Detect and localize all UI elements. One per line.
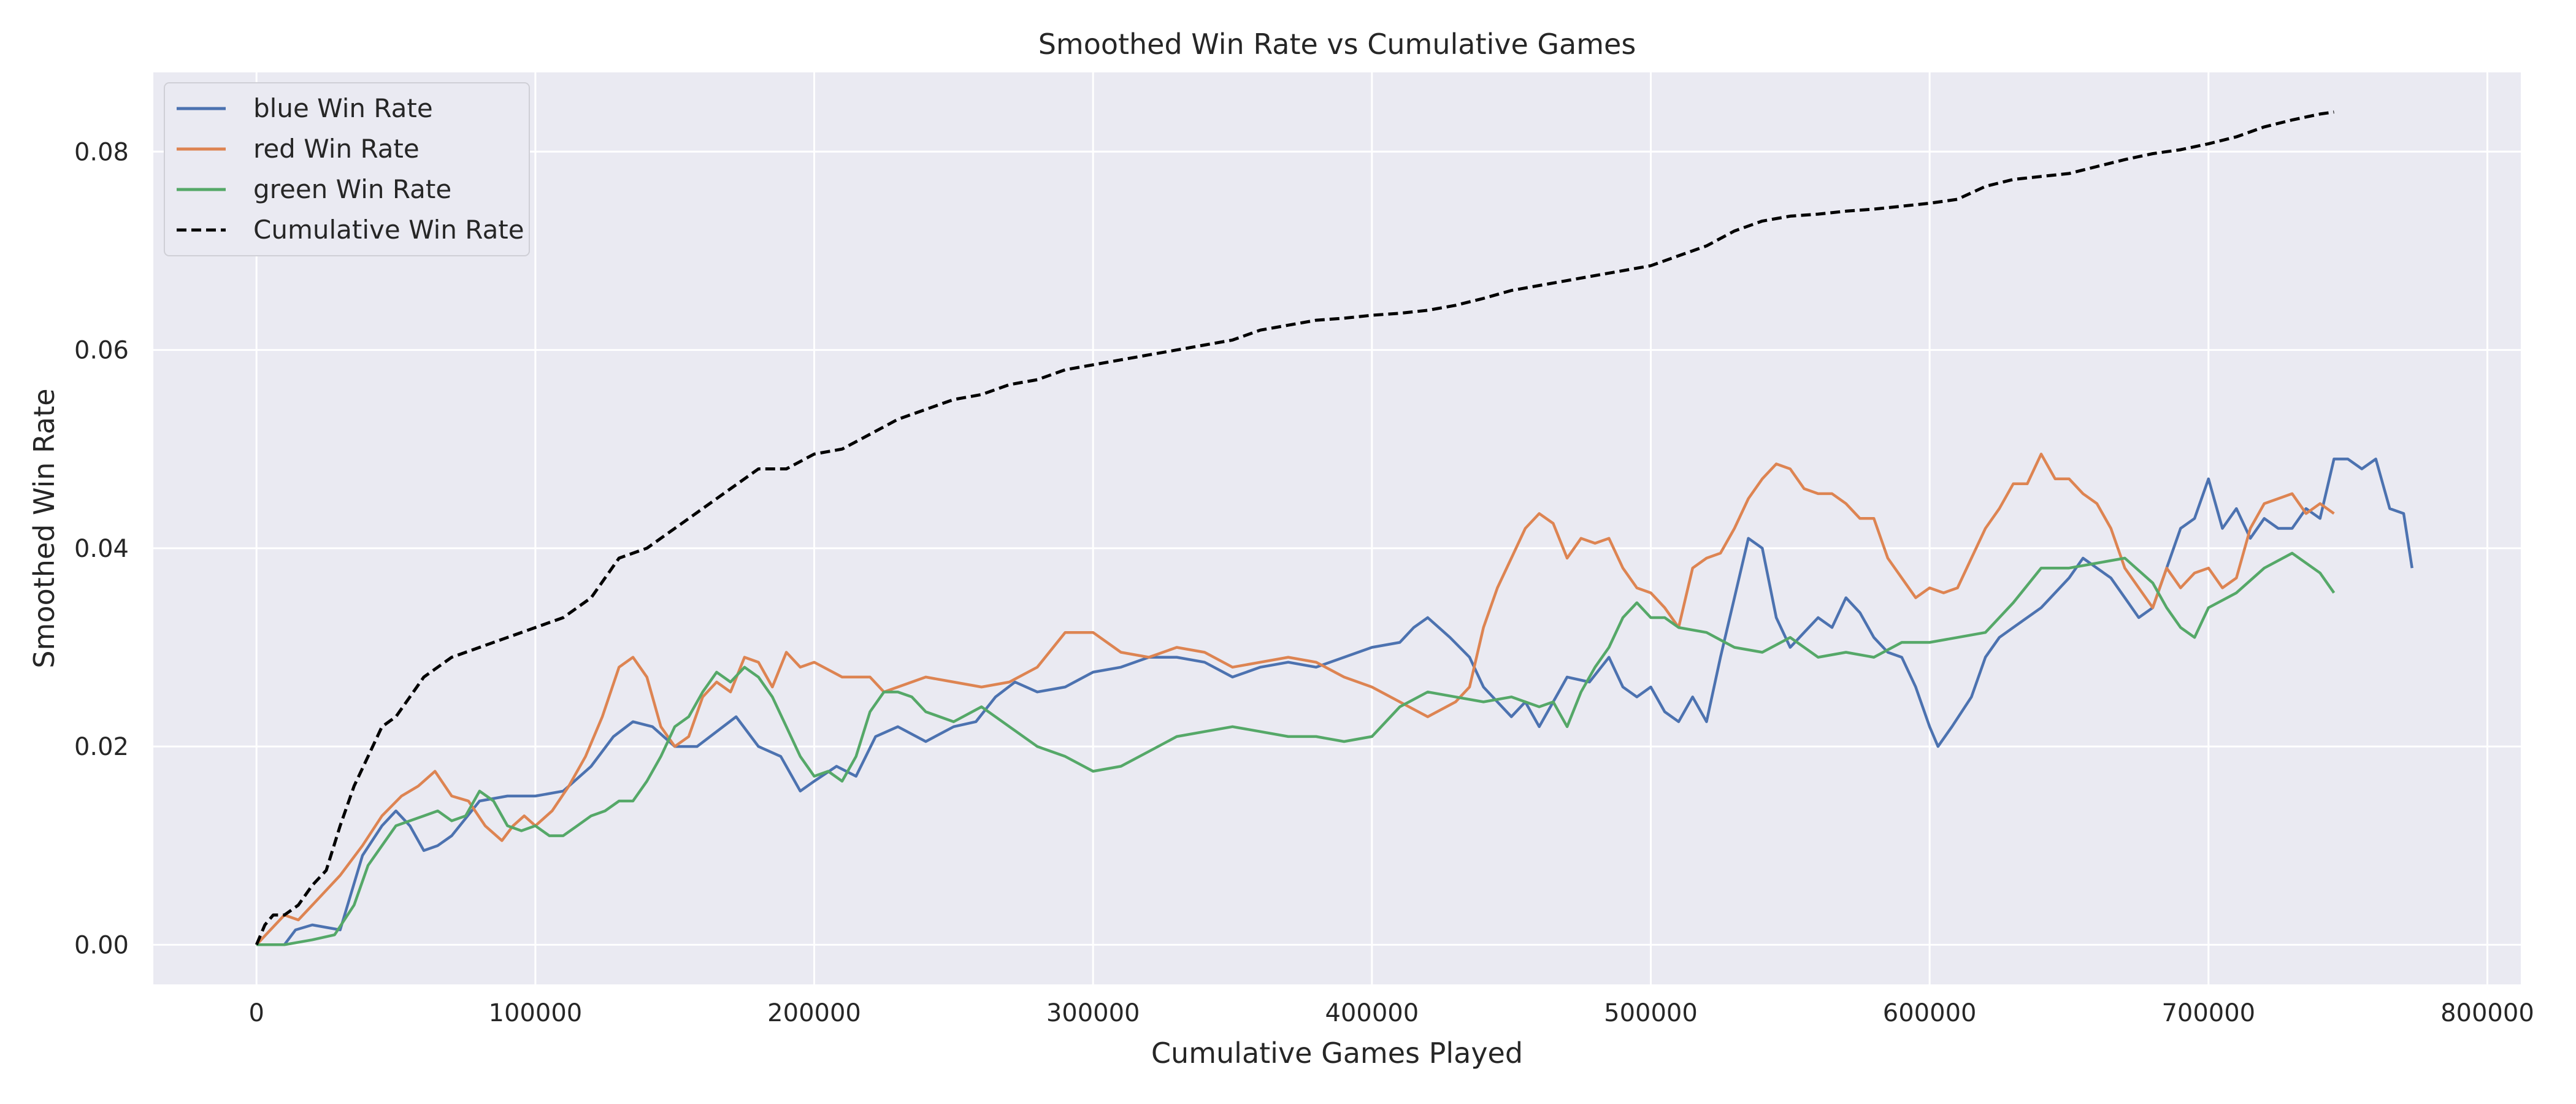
y-tick-label: 0.00 (74, 931, 129, 959)
legend-label-cumulative: Cumulative Win Rate (253, 215, 524, 245)
series-line-cumulative (255, 110, 2334, 946)
legend-label-red: red Win Rate (253, 134, 420, 164)
x-tick-label: 0 (248, 999, 264, 1027)
x-tick-label: 300000 (1046, 999, 1140, 1027)
legend-label-green: green Win Rate (253, 174, 451, 204)
x-tick-label: 400000 (1325, 999, 1419, 1027)
series-line-green (256, 551, 2336, 946)
y-tick-label: 0.04 (74, 535, 129, 563)
x-tick-label: 100000 (489, 999, 583, 1027)
x-tick-label: 800000 (2440, 999, 2534, 1027)
grid-lines (153, 72, 2521, 984)
series-line-red (255, 453, 2335, 946)
legend-label-blue: blue Win Rate (253, 93, 433, 123)
tick-labels: 0 100000 200000 300000 400000 500000 600000 700… (74, 138, 2534, 1027)
y-tick-label: 0.08 (74, 138, 129, 166)
legend-box (164, 82, 530, 256)
x-axis-title: Cumulative Games Played (1151, 1037, 1523, 1070)
series-lines (255, 110, 2413, 946)
x-tick-label: 700000 (2161, 999, 2255, 1027)
y-axis-title: Smoothed Win Rate (28, 388, 61, 668)
x-tick-label: 600000 (1883, 999, 1977, 1027)
legend: blue Win Rate red Win Rate green Win Rat… (164, 82, 530, 256)
y-tick-label: 0.02 (74, 733, 129, 761)
x-tick-label: 500000 (1604, 999, 1698, 1027)
x-tick-label: 200000 (767, 999, 861, 1027)
plot-area (153, 72, 2521, 984)
chart-title: Smoothed Win Rate vs Cumulative Games (1038, 28, 1636, 61)
y-tick-label: 0.06 (74, 337, 129, 365)
